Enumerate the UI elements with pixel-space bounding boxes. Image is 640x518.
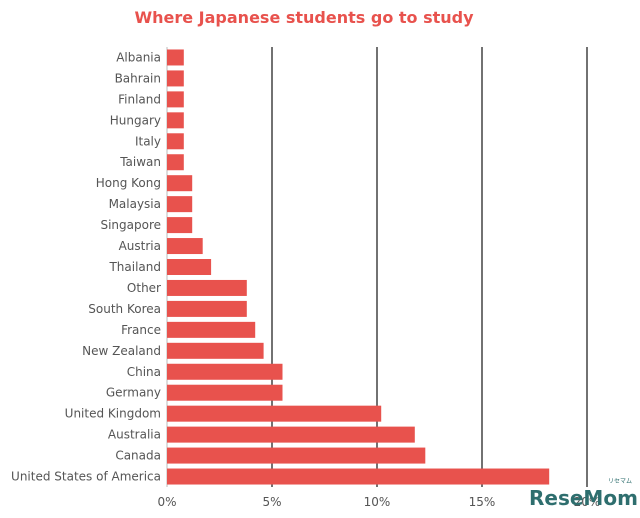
bar bbox=[167, 217, 193, 234]
category-label: New Zealand bbox=[82, 344, 161, 358]
category-label: Canada bbox=[115, 449, 161, 463]
category-label: United States of America bbox=[11, 470, 161, 484]
category-label: South Korea bbox=[88, 302, 161, 316]
x-tick-label: 5% bbox=[262, 495, 281, 509]
watermark: ReseMom リセマム bbox=[529, 478, 638, 510]
bar bbox=[167, 238, 203, 255]
watermark-text: ReseMom bbox=[529, 486, 638, 510]
bar bbox=[167, 363, 283, 380]
bar bbox=[167, 196, 193, 213]
bar bbox=[167, 279, 247, 296]
bars bbox=[167, 49, 550, 485]
watermark-subtext: リセマム bbox=[608, 478, 632, 485]
bar bbox=[167, 70, 184, 87]
bar bbox=[167, 154, 184, 171]
bar bbox=[167, 405, 382, 422]
x-tick-label: 20% bbox=[574, 495, 601, 509]
category-label: China bbox=[127, 365, 161, 379]
category-label: Thailand bbox=[108, 260, 161, 274]
category-label: France bbox=[121, 323, 161, 337]
bar bbox=[167, 426, 415, 443]
x-tick-label: 15% bbox=[469, 495, 496, 509]
bar bbox=[167, 342, 264, 359]
category-labels: Albania Bahrain Finland Hungary Italy Taiwan H… bbox=[11, 50, 161, 483]
bar bbox=[167, 112, 184, 129]
bar bbox=[167, 259, 212, 275]
bar bbox=[167, 300, 247, 317]
bar bbox=[167, 175, 193, 192]
category-label: Germany bbox=[106, 386, 161, 400]
bar bbox=[167, 447, 426, 464]
category-label: Austria bbox=[119, 239, 161, 253]
category-label: Taiwan bbox=[119, 155, 161, 169]
category-label: Australia bbox=[108, 428, 161, 442]
bar bbox=[167, 468, 550, 485]
bar bbox=[167, 321, 256, 338]
x-tick-labels: 0% 5% 10% 15% 20% bbox=[157, 495, 600, 509]
chart-title: Where Japanese students go to study bbox=[134, 8, 474, 27]
category-label: Singapore bbox=[100, 218, 161, 232]
bar bbox=[167, 91, 184, 108]
bar bbox=[167, 133, 184, 150]
category-label: Malaysia bbox=[109, 197, 161, 211]
bar bbox=[167, 384, 283, 401]
category-label: Albania bbox=[116, 50, 161, 64]
category-label: Italy bbox=[135, 134, 161, 148]
category-label: United Kingdom bbox=[65, 407, 161, 421]
category-label: Other bbox=[127, 281, 161, 295]
bar bbox=[167, 49, 184, 66]
x-tick-label: 10% bbox=[364, 495, 391, 509]
x-tick-label: 0% bbox=[157, 495, 176, 509]
category-label: Bahrain bbox=[115, 71, 161, 85]
category-label: Finland bbox=[118, 92, 161, 106]
category-label: Hungary bbox=[110, 113, 161, 127]
category-label: Hong Kong bbox=[96, 176, 161, 190]
